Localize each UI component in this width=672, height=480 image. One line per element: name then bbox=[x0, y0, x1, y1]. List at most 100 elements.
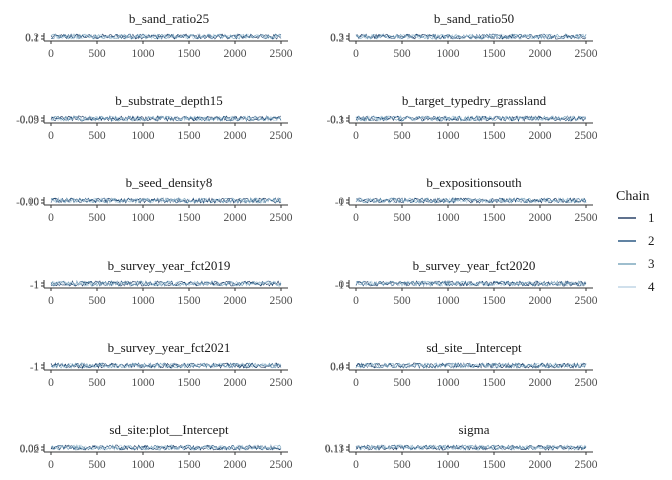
chain-trace-2 bbox=[355, 279, 587, 287]
chain-trace-3 bbox=[355, 33, 587, 40]
y-tick-label: 0.00 bbox=[20, 196, 40, 208]
chain-trace-4 bbox=[50, 197, 282, 204]
x-tick-label: 1500 bbox=[178, 377, 201, 389]
x-tick-label: 2000 bbox=[224, 212, 247, 224]
x-tick-label: 500 bbox=[88, 295, 106, 307]
y-tick-label: -1 bbox=[30, 362, 39, 374]
chain-trace-2 bbox=[355, 444, 587, 451]
legend-label: 4 bbox=[648, 279, 655, 294]
trace-panel: b_survey_year_fct2020 0 500 1000 1500 2000 250… bbox=[335, 258, 598, 307]
x-tick-label: 2500 bbox=[575, 212, 598, 224]
panel-title: b_expositionsouth bbox=[426, 175, 522, 190]
legend-label: 3 bbox=[648, 256, 655, 271]
x-tick-label: 2500 bbox=[270, 377, 293, 389]
x-tick-label: 0 bbox=[353, 130, 359, 142]
panel-title: sigma bbox=[458, 422, 489, 437]
x-tick-label: 2000 bbox=[529, 212, 552, 224]
y-tick-label: 0.13 bbox=[325, 443, 345, 455]
legend-label: 2 bbox=[648, 233, 655, 248]
x-tick-label: 1500 bbox=[178, 48, 201, 60]
trace-panel: b_sand_ratio50 0 500 1000 1500 2000 2500 0.30.2 bbox=[330, 11, 598, 60]
x-tick-label: 500 bbox=[88, 377, 106, 389]
panel-title: b_sand_ratio50 bbox=[434, 11, 514, 26]
x-tick-label: 2000 bbox=[224, 130, 247, 142]
x-tick-label: 1500 bbox=[483, 48, 506, 60]
x-tick-label: 1000 bbox=[132, 377, 155, 389]
trace-panel: b_substrate_depth15 0 500 1000 1500 2000 2500 0… bbox=[16, 93, 293, 142]
x-tick-label: 500 bbox=[88, 459, 106, 471]
y-tick-label: -0.09 bbox=[16, 115, 39, 127]
x-tick-label: 2500 bbox=[270, 48, 293, 60]
trace-panel: sd_site__Intercept 0 500 1000 1500 2000 2500 0.… bbox=[330, 340, 598, 389]
chain-trace-3 bbox=[50, 33, 282, 40]
panel-title: b_survey_year_fct2021 bbox=[108, 340, 231, 355]
x-tick-label: 1000 bbox=[437, 48, 460, 60]
trace-panel: sd_site:plot__Intercept 0 500 1000 1500 2000 2… bbox=[20, 422, 293, 471]
x-tick-label: 0 bbox=[353, 377, 359, 389]
x-tick-label: 2000 bbox=[529, 377, 552, 389]
x-tick-label: 2500 bbox=[575, 459, 598, 471]
x-tick-label: 2000 bbox=[224, 295, 247, 307]
chain-trace-4 bbox=[355, 197, 587, 204]
x-tick-label: 500 bbox=[393, 377, 411, 389]
x-tick-label: 2000 bbox=[529, 48, 552, 60]
trace-panel: sigma 0 500 1000 1500 2000 2500 0.130.11 bbox=[325, 422, 598, 471]
x-tick-label: 1000 bbox=[132, 130, 155, 142]
legend-label: 1 bbox=[648, 210, 655, 225]
x-tick-label: 1000 bbox=[437, 459, 460, 471]
trace-panel: b_seed_density8 0 500 1000 1500 2000 2500 0.00-… bbox=[16, 175, 293, 224]
x-tick-label: 500 bbox=[88, 130, 106, 142]
panel-title: b_substrate_depth15 bbox=[115, 93, 223, 108]
x-tick-label: 0 bbox=[353, 459, 359, 471]
x-tick-label: 1000 bbox=[132, 212, 155, 224]
chain-trace-2 bbox=[50, 362, 282, 369]
x-tick-label: 1500 bbox=[178, 295, 201, 307]
x-tick-label: 2500 bbox=[575, 295, 598, 307]
x-tick-label: 1500 bbox=[178, 459, 201, 471]
x-tick-label: 1000 bbox=[437, 130, 460, 142]
x-tick-label: 2500 bbox=[575, 377, 598, 389]
legend: Chain 1 2 3 4 bbox=[616, 189, 655, 294]
x-tick-label: 2500 bbox=[270, 459, 293, 471]
x-tick-label: 2500 bbox=[575, 130, 598, 142]
chain-trace-4 bbox=[50, 33, 282, 40]
chain-trace-4 bbox=[50, 115, 282, 122]
trace-panel: b_target_typedry_grassland 0 500 1000 1500 20… bbox=[327, 93, 598, 142]
y-tick-label: 0.4 bbox=[330, 361, 344, 373]
x-tick-label: 500 bbox=[393, 130, 411, 142]
chain-trace-2 bbox=[355, 115, 587, 122]
x-tick-label: 1000 bbox=[132, 459, 155, 471]
legend-title: Chain bbox=[616, 189, 649, 204]
x-tick-label: 500 bbox=[393, 212, 411, 224]
x-tick-label: 500 bbox=[393, 48, 411, 60]
chain-trace-4 bbox=[355, 33, 587, 40]
x-tick-label: 1000 bbox=[437, 295, 460, 307]
chain-trace-4 bbox=[355, 362, 587, 369]
y-tick-label: 0 bbox=[339, 196, 345, 208]
x-tick-label: 2000 bbox=[224, 377, 247, 389]
panel-title: sd_site__Intercept bbox=[426, 340, 522, 355]
x-tick-label: 0 bbox=[353, 295, 359, 307]
chain-trace-3 bbox=[50, 197, 282, 204]
x-tick-label: 1500 bbox=[483, 377, 506, 389]
x-tick-label: 0 bbox=[48, 48, 54, 60]
chain-trace-4 bbox=[355, 115, 587, 122]
x-tick-label: 1500 bbox=[178, 212, 201, 224]
chain-trace-3 bbox=[355, 280, 587, 287]
x-tick-label: 0 bbox=[48, 459, 54, 471]
y-tick-label: -0.10 bbox=[16, 197, 39, 209]
y-tick-label: 1 bbox=[34, 279, 40, 291]
y-tick-label: 0.2 bbox=[330, 33, 344, 45]
y-tick-label: 0.0 bbox=[330, 362, 344, 374]
chain-trace-3 bbox=[50, 280, 282, 287]
panel-title: sd_site:plot__Intercept bbox=[109, 422, 229, 437]
x-tick-label: 2500 bbox=[270, 295, 293, 307]
x-tick-label: 2000 bbox=[529, 130, 552, 142]
x-tick-label: 1000 bbox=[132, 48, 155, 60]
x-tick-label: 500 bbox=[88, 212, 106, 224]
x-tick-label: 2000 bbox=[529, 295, 552, 307]
panel-title: b_target_typedry_grassland bbox=[402, 93, 547, 108]
y-tick-label: 0.1 bbox=[25, 33, 39, 45]
